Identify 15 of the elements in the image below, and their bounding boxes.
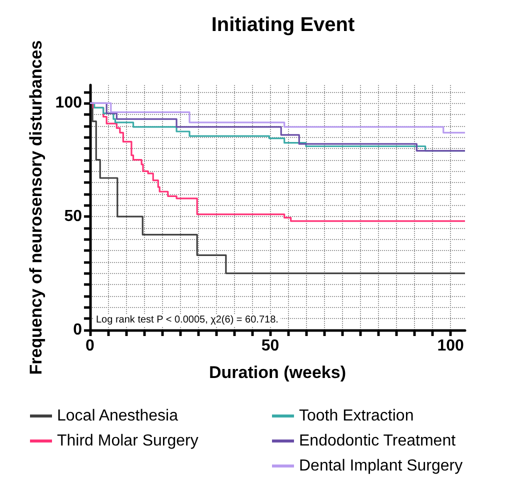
y-tick-label: 100 [55, 94, 82, 112]
y-tick-label: 0 [73, 322, 82, 338]
y-axis-title: Frequency of neurosensory disturbances [26, 40, 46, 375]
chart-title: Initiating Event [211, 14, 356, 36]
legend-label: Local Anesthesia [57, 408, 178, 424]
legend-label: Tooth Extraction [299, 408, 414, 424]
y-tick-label: 50 [64, 208, 82, 226]
legend-label: Third Molar Surgery [57, 432, 198, 450]
annotation: Log rank test P < 0.0005, χ2(6) = 60.718. [96, 314, 278, 326]
x-tick-label: 0 [86, 338, 95, 354]
x-tick-label: 50 [261, 338, 280, 354]
x-axis-title: Duration (weeks) [209, 363, 346, 382]
legend-label: Dental Implant Surgery [299, 458, 463, 474]
legend-label: Endodontic Treatment [299, 432, 456, 450]
x-tick-label: 100 [437, 338, 464, 354]
